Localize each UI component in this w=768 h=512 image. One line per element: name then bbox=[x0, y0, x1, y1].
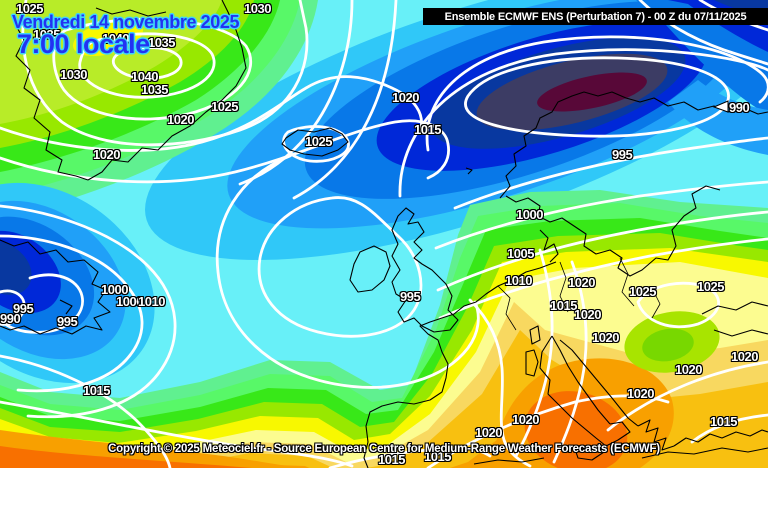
z500-color-field bbox=[0, 0, 768, 468]
pressure-label: 1015 bbox=[424, 449, 451, 464]
copyright-line: Copyright © 2025 Meteociel.fr - Source E… bbox=[108, 443, 660, 455]
pressure-label: 1020 bbox=[574, 307, 601, 322]
forecast-local-time: 7:00 locale bbox=[17, 29, 150, 59]
pressure-label: 1020 bbox=[731, 349, 758, 364]
pressure-label: 1005 bbox=[507, 246, 534, 261]
pressure-label: 1015 bbox=[710, 414, 737, 429]
footer-bar: Géop. Z500 & pression au sol (+ 174h) 49… bbox=[0, 468, 768, 512]
pressure-label: 1040 bbox=[102, 31, 129, 46]
pressure-label: 1015 bbox=[83, 383, 110, 398]
pressure-label: 1000 bbox=[101, 282, 128, 297]
pressure-label: 1000 bbox=[516, 207, 543, 222]
pressure-label: 1020 bbox=[568, 275, 595, 290]
pressure-label: 1035 bbox=[148, 35, 175, 50]
pressure-label: 1025 bbox=[629, 284, 656, 299]
pressure-label: 1020 bbox=[392, 90, 419, 105]
pressure-label: 995 bbox=[400, 289, 421, 304]
pressure-label: 1015 bbox=[414, 122, 441, 137]
pressure-label: 1035 bbox=[33, 27, 60, 42]
pressure-label: 990 bbox=[729, 100, 750, 115]
pressure-label: 1015 bbox=[378, 452, 405, 467]
weather-map bbox=[0, 0, 768, 468]
pressure-label: 995 bbox=[13, 301, 34, 316]
pressure-label: 1025 bbox=[305, 134, 332, 149]
pressure-label: 1010 bbox=[505, 273, 532, 288]
pressure-label: 1000 bbox=[116, 294, 143, 309]
pressure-label: 990 bbox=[0, 311, 21, 326]
pressure-label: 1040 bbox=[131, 69, 158, 84]
pressure-label: 1020 bbox=[675, 362, 702, 377]
pressure-label: 1020 bbox=[475, 425, 502, 440]
pressure-label: 1020 bbox=[592, 330, 619, 345]
isobar-contours bbox=[0, 0, 768, 468]
pressure-label: 995 bbox=[612, 147, 633, 162]
pressure-label: 1020 bbox=[167, 112, 194, 127]
pressure-label: 1015 bbox=[550, 298, 577, 313]
pressure-label: 995 bbox=[57, 314, 78, 329]
pressure-label: 1010 bbox=[138, 294, 165, 309]
pressure-label: 1025 bbox=[16, 1, 43, 16]
pressure-label: 1020 bbox=[93, 147, 120, 162]
pressure-label: 1025 bbox=[211, 99, 238, 114]
west-arrow-icon bbox=[712, 100, 729, 113]
pressure-label: 1030 bbox=[60, 67, 87, 82]
pressure-label: 1030 bbox=[244, 1, 271, 16]
pressure-label: 1025 bbox=[697, 279, 724, 294]
pressure-label: 1035 bbox=[141, 82, 168, 97]
model-run-header: Ensemble ECMWF ENS (Perturbation 7) - 00… bbox=[423, 8, 768, 25]
pressure-label: 1020 bbox=[627, 386, 654, 401]
pressure-label: 1020 bbox=[512, 412, 539, 427]
forecast-date: Vendredi 14 novembre 2025 bbox=[12, 12, 240, 32]
coastlines bbox=[0, 0, 768, 468]
